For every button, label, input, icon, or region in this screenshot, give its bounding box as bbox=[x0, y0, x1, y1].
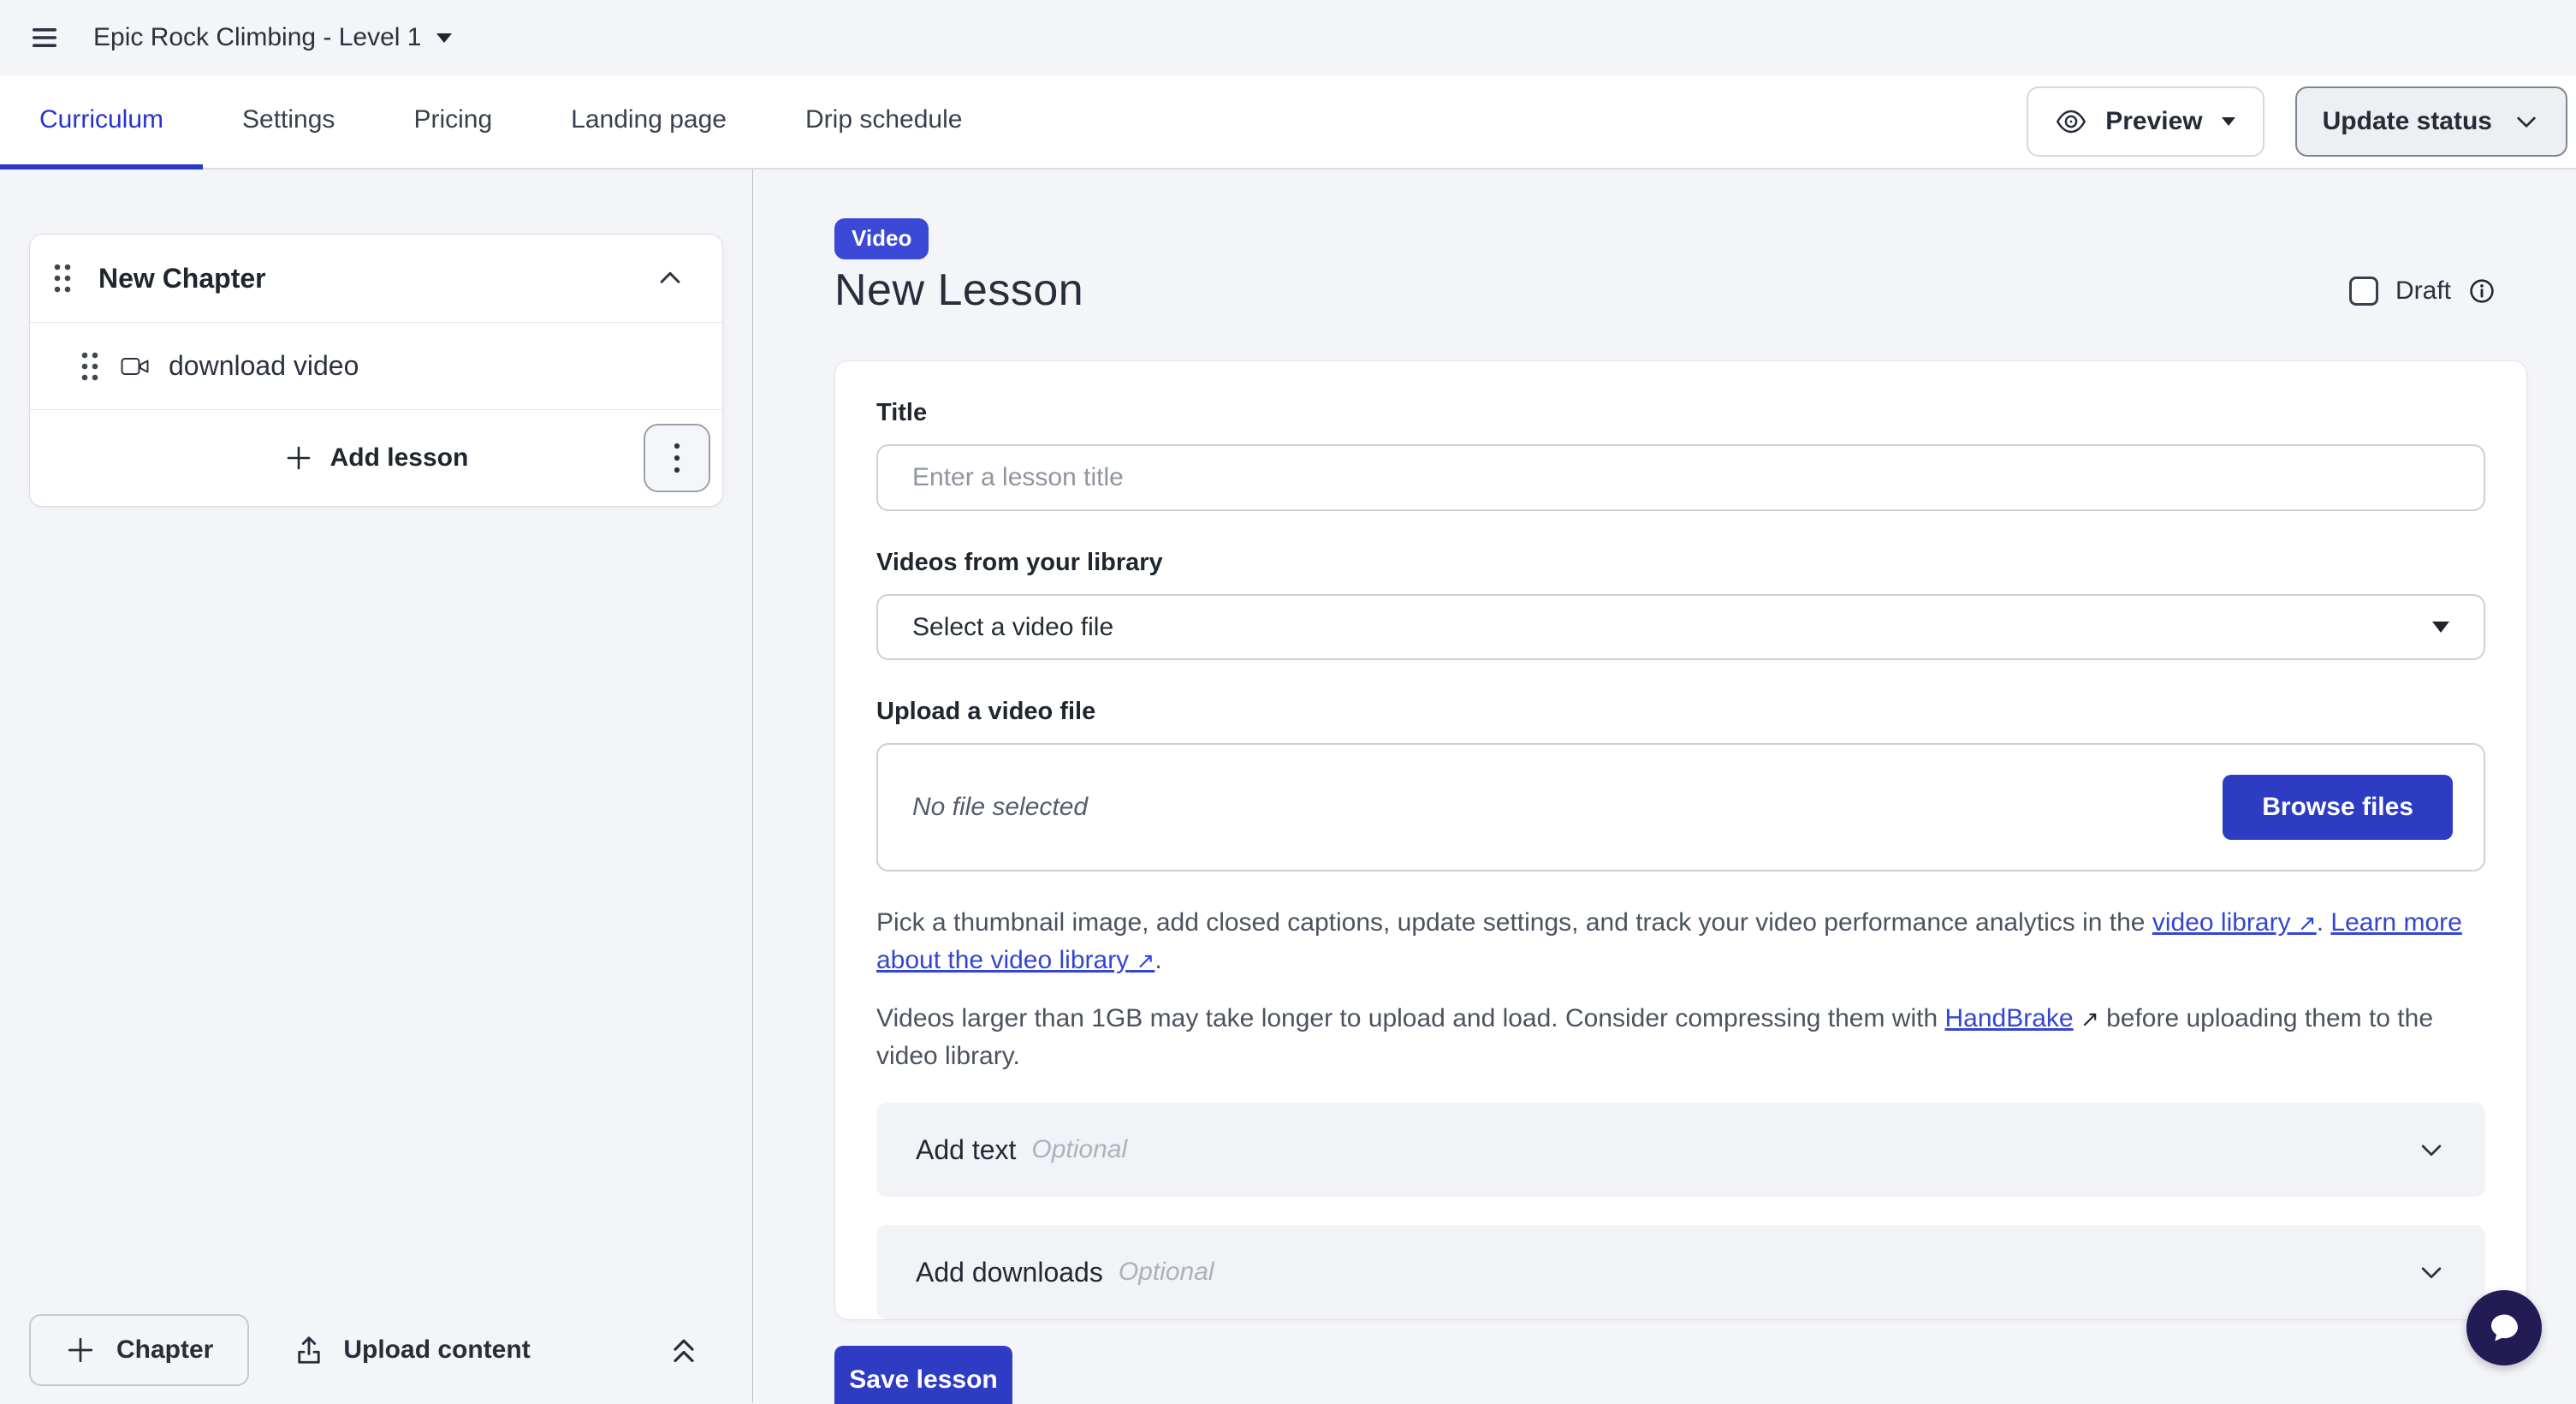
drag-handle-icon[interactable] bbox=[78, 349, 102, 384]
lesson-type-badge: Video bbox=[834, 218, 929, 259]
plus-icon bbox=[65, 1335, 96, 1365]
update-status-button[interactable]: Update status bbox=[2294, 86, 2567, 157]
tab-drip-schedule[interactable]: Drip schedule bbox=[805, 105, 963, 134]
chat-launcher-button[interactable] bbox=[2466, 1290, 2542, 1365]
library-field-label: Videos from your library bbox=[876, 549, 1163, 576]
upload-icon bbox=[294, 1335, 324, 1365]
lesson-item[interactable]: download video bbox=[30, 323, 722, 410]
external-link-icon: ↗ bbox=[2080, 1006, 2099, 1032]
file-drop-area[interactable]: No file selected Browse files bbox=[876, 743, 2485, 872]
save-lesson-button[interactable]: Save lesson bbox=[834, 1346, 1012, 1404]
upload-field-label: Upload a video file bbox=[876, 698, 1096, 725]
video-library-link[interactable]: video library ↗ bbox=[2152, 908, 2317, 937]
chat-bubble-icon bbox=[2484, 1307, 2525, 1348]
lesson-editor: Video New Lesson Draft Title bbox=[753, 170, 2576, 1404]
add-lesson-row: Add lesson bbox=[30, 410, 722, 506]
compression-help-text: Videos larger than 1GB may take longer t… bbox=[876, 1000, 2485, 1074]
drag-handle-icon[interactable] bbox=[50, 261, 74, 295]
learn-more-link[interactable]: Learn more about the video library ↗ bbox=[876, 908, 2462, 974]
header-actions: Preview Update status bbox=[2027, 75, 2567, 168]
sidebar-footer: Chapter Upload content bbox=[0, 1303, 752, 1402]
tab-landing-page[interactable]: Landing page bbox=[571, 105, 727, 134]
content-area: New Chapter bbox=[0, 170, 2576, 1404]
add-chapter-button[interactable]: Chapter bbox=[29, 1314, 250, 1386]
caret-down-icon bbox=[2432, 622, 2449, 633]
double-chevron-up-icon bbox=[667, 1333, 701, 1367]
chevron-up-icon bbox=[656, 264, 685, 293]
chapter-header[interactable]: New Chapter bbox=[30, 235, 722, 323]
top-bar: Epic Rock Climbing - Level 1 bbox=[0, 0, 2576, 75]
external-link-icon: ↗ bbox=[2297, 910, 2317, 936]
page-title: New Lesson bbox=[834, 265, 1084, 315]
lesson-form-card: Title Videos from your library Select a … bbox=[834, 360, 2527, 1320]
plus-icon bbox=[284, 443, 313, 473]
video-help-text: Pick a thumbnail image, add closed capti… bbox=[876, 908, 2462, 974]
add-downloads-section[interactable]: Add downloads Optional bbox=[876, 1225, 2485, 1319]
caret-down-icon bbox=[436, 33, 453, 43]
kebab-menu-icon bbox=[673, 441, 681, 475]
handbrake-link[interactable]: HandBrake bbox=[1944, 1004, 2074, 1032]
upload-field-group: Upload a video file No file selected Bro… bbox=[876, 698, 2485, 872]
upload-content-button[interactable]: Upload content bbox=[294, 1335, 531, 1365]
video-library-select-value: Select a video file bbox=[912, 612, 1114, 641]
video-library-select[interactable]: Select a video file bbox=[876, 594, 2485, 660]
eye-icon bbox=[2056, 110, 2086, 134]
no-file-text: No file selected bbox=[912, 793, 1089, 821]
tab-curriculum[interactable]: Curriculum bbox=[0, 75, 204, 170]
chevron-down-icon bbox=[2513, 108, 2540, 135]
chevron-down-icon bbox=[2421, 1145, 2442, 1157]
tab-settings[interactable]: Settings bbox=[242, 105, 335, 134]
title-field-group: Title bbox=[876, 399, 2485, 511]
add-lesson-button[interactable]: Add lesson bbox=[284, 443, 468, 473]
draft-toggle-group: Draft bbox=[2348, 277, 2496, 306]
draft-label: Draft bbox=[2395, 277, 2451, 305]
lesson-header: Video New Lesson Draft bbox=[834, 218, 2527, 316]
external-link-icon: ↗ bbox=[1136, 948, 1155, 973]
browse-files-button[interactable]: Browse files bbox=[2223, 775, 2453, 840]
collapse-all-button[interactable] bbox=[663, 1330, 704, 1371]
draft-checkbox[interactable] bbox=[2348, 277, 2378, 306]
add-text-section[interactable]: Add text Optional bbox=[876, 1103, 2485, 1197]
chapter-options-button[interactable] bbox=[644, 424, 710, 492]
hamburger-menu-icon[interactable] bbox=[28, 23, 61, 52]
preview-button[interactable]: Preview bbox=[2027, 86, 2264, 157]
chapter-title: New Chapter bbox=[98, 262, 266, 294]
tabs: Curriculum Settings Pricing Landing page… bbox=[0, 75, 1001, 170]
tab-pricing[interactable]: Pricing bbox=[413, 105, 493, 134]
lesson-item-title: download video bbox=[169, 350, 359, 381]
library-field-group: Videos from your library Select a video … bbox=[876, 549, 2485, 660]
chevron-down-icon bbox=[2421, 1267, 2442, 1279]
tab-bar: Curriculum Settings Pricing Landing page… bbox=[0, 75, 2576, 170]
title-field-label: Title bbox=[876, 399, 928, 426]
caret-down-icon bbox=[2221, 117, 2235, 126]
collapse-chapter-button[interactable] bbox=[652, 260, 688, 296]
curriculum-sidebar: New Chapter bbox=[0, 170, 753, 1402]
chapter-card: New Chapter bbox=[29, 234, 723, 507]
course-switcher[interactable]: Epic Rock Climbing - Level 1 bbox=[93, 23, 453, 52]
course-title: Epic Rock Climbing - Level 1 bbox=[93, 23, 422, 51]
info-icon[interactable] bbox=[2468, 277, 2496, 305]
lesson-title-input[interactable] bbox=[876, 444, 2485, 511]
video-camera-icon bbox=[121, 356, 150, 377]
